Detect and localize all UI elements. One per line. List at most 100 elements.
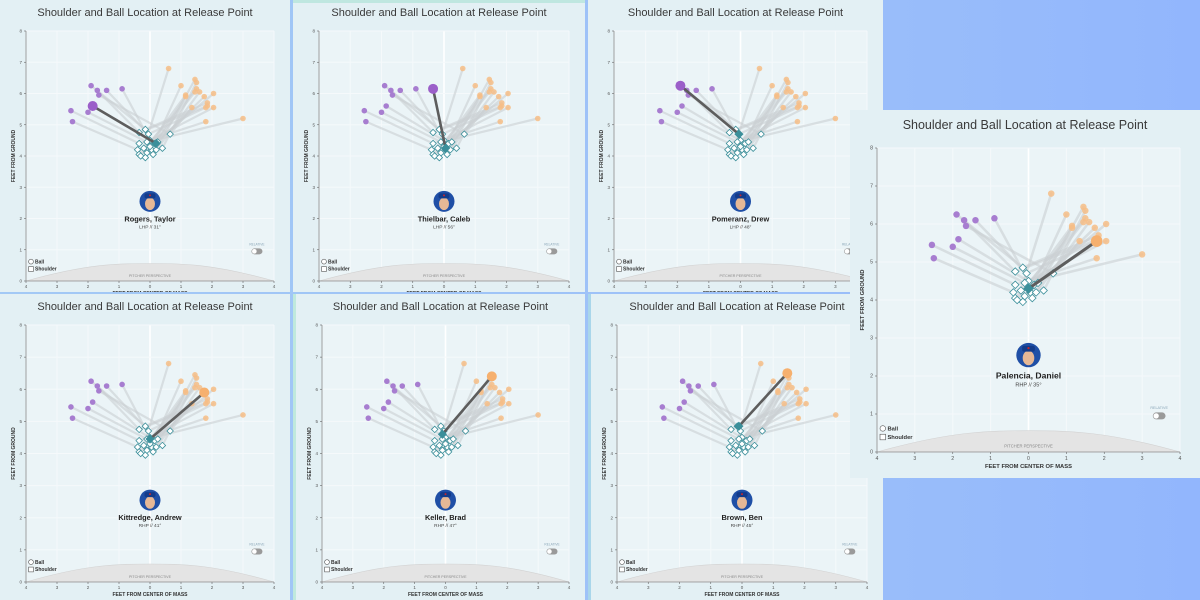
relative-toggle[interactable] — [844, 548, 856, 555]
ball-point-left — [119, 381, 125, 388]
ball-point-left — [679, 103, 685, 109]
ball-point-left — [383, 103, 389, 109]
shoulder-point — [430, 152, 439, 160]
x-axis-label: FEET FROM CENTER OF MASS — [113, 291, 189, 292]
highlight-ball-point — [782, 368, 793, 379]
ball-point-right — [473, 378, 480, 385]
x-tick-label: 1 — [118, 585, 121, 590]
relative-toggle-label: RELATIVE — [544, 542, 559, 546]
shoulder-point — [441, 440, 450, 448]
shoulder-point — [1022, 269, 1031, 278]
shoulder-point — [743, 145, 751, 154]
ball-point-left — [962, 222, 970, 230]
ball-point-right — [182, 93, 189, 100]
y-tick-label: 6 — [312, 91, 315, 96]
legend-shoulder-icon — [616, 266, 622, 272]
shoulder-point — [1010, 267, 1020, 276]
shoulder-point — [444, 448, 453, 456]
ball-point-left — [991, 215, 998, 222]
release-line — [951, 245, 1026, 285]
toggle-knob[interactable] — [252, 249, 257, 254]
shoulder-point — [735, 435, 743, 443]
x-tick-label: 4 — [273, 585, 276, 590]
ball-point-right — [484, 400, 490, 407]
ball-point-right — [477, 93, 483, 100]
x-tick-label: 0 — [739, 284, 742, 289]
legend-ball-icon — [28, 258, 34, 265]
x-tick-label: 4 — [613, 284, 616, 289]
toggle-knob[interactable] — [844, 249, 850, 254]
mound-label: PITCHER PERSPECTIVE — [1004, 443, 1053, 448]
release-line — [676, 111, 739, 144]
toggle-knob[interactable] — [1153, 413, 1159, 419]
ball-point-left — [972, 216, 979, 224]
y-tick-label: 5 — [19, 419, 22, 424]
ball-point-right — [1138, 251, 1146, 258]
y-tick-label: 6 — [19, 91, 22, 96]
ball-point-left — [674, 109, 681, 116]
x-tick-label: 4 — [568, 284, 571, 289]
player-name: Pomeranz, Drew — [712, 214, 770, 223]
shoulder-point — [435, 441, 444, 450]
shoulder-point — [733, 138, 742, 146]
chart-title: Shoulder and Ball Location at Release Po… — [629, 301, 845, 313]
x-tick-label: 0 — [741, 585, 744, 590]
x-tick-label: 1 — [474, 284, 477, 289]
ball-point-left — [390, 383, 396, 389]
release-line — [974, 218, 1028, 275]
ball-point-left — [103, 87, 110, 94]
x-tick-label: 2 — [87, 284, 90, 289]
shoulder-point — [435, 153, 444, 162]
ball-point-left — [85, 405, 91, 412]
y-tick-label: 3 — [607, 185, 610, 190]
ball-point-right — [775, 389, 781, 396]
toggle-knob[interactable] — [844, 549, 850, 554]
release-line — [932, 256, 1015, 294]
toggle-knob[interactable] — [546, 249, 552, 254]
relative-toggle[interactable] — [251, 548, 263, 555]
y-axis-label: FEET FROM GROUND — [860, 270, 866, 331]
relative-toggle[interactable] — [251, 248, 263, 255]
avatar-face — [439, 197, 449, 211]
release-line — [382, 407, 444, 441]
x-tick-label: 3 — [349, 284, 352, 289]
highlight-ball-point — [486, 371, 497, 382]
relative-toggle[interactable] — [546, 248, 558, 255]
y-axis-label: FEET FROM GROUND — [304, 129, 310, 182]
ball-point-left — [88, 378, 94, 385]
x-tick-label: 3 — [537, 585, 540, 590]
ball-point-left — [385, 399, 392, 405]
ball-point-right — [487, 384, 494, 391]
ball-point-left — [96, 92, 102, 98]
release-line — [385, 104, 450, 145]
ball-point-left — [711, 381, 717, 388]
relative-toggle[interactable] — [1152, 412, 1166, 420]
x-tick-label: 4 — [1179, 456, 1182, 462]
toggle-knob[interactable] — [252, 549, 257, 554]
shoulder-point — [739, 150, 748, 159]
highlight-shoulder-point — [1023, 283, 1034, 294]
toggle-knob[interactable] — [547, 549, 552, 554]
shoulder-point — [1028, 293, 1037, 303]
ball-point-right — [491, 89, 497, 95]
release-line — [740, 402, 808, 439]
x-tick-label: 1 — [413, 585, 416, 590]
release-line — [689, 389, 764, 433]
ball-point-right — [196, 89, 203, 95]
x-tick-label: 2 — [505, 284, 508, 289]
legend-ball-label: Ball — [887, 426, 898, 432]
release-line — [1013, 237, 1100, 273]
ball-point-left — [414, 381, 421, 388]
ball-point-right — [497, 104, 504, 111]
ball-point-right — [203, 104, 209, 111]
shoulder-point — [136, 449, 145, 458]
shoulder-point — [1012, 295, 1022, 305]
release-line — [661, 405, 733, 442]
ball-point-right — [193, 375, 200, 381]
ball-point-left — [381, 82, 388, 89]
player-info: RHP // 41° — [139, 523, 162, 529]
x-tick-label: 2 — [380, 284, 383, 289]
relative-toggle[interactable] — [546, 548, 558, 555]
y-tick-label: 4 — [610, 451, 613, 456]
